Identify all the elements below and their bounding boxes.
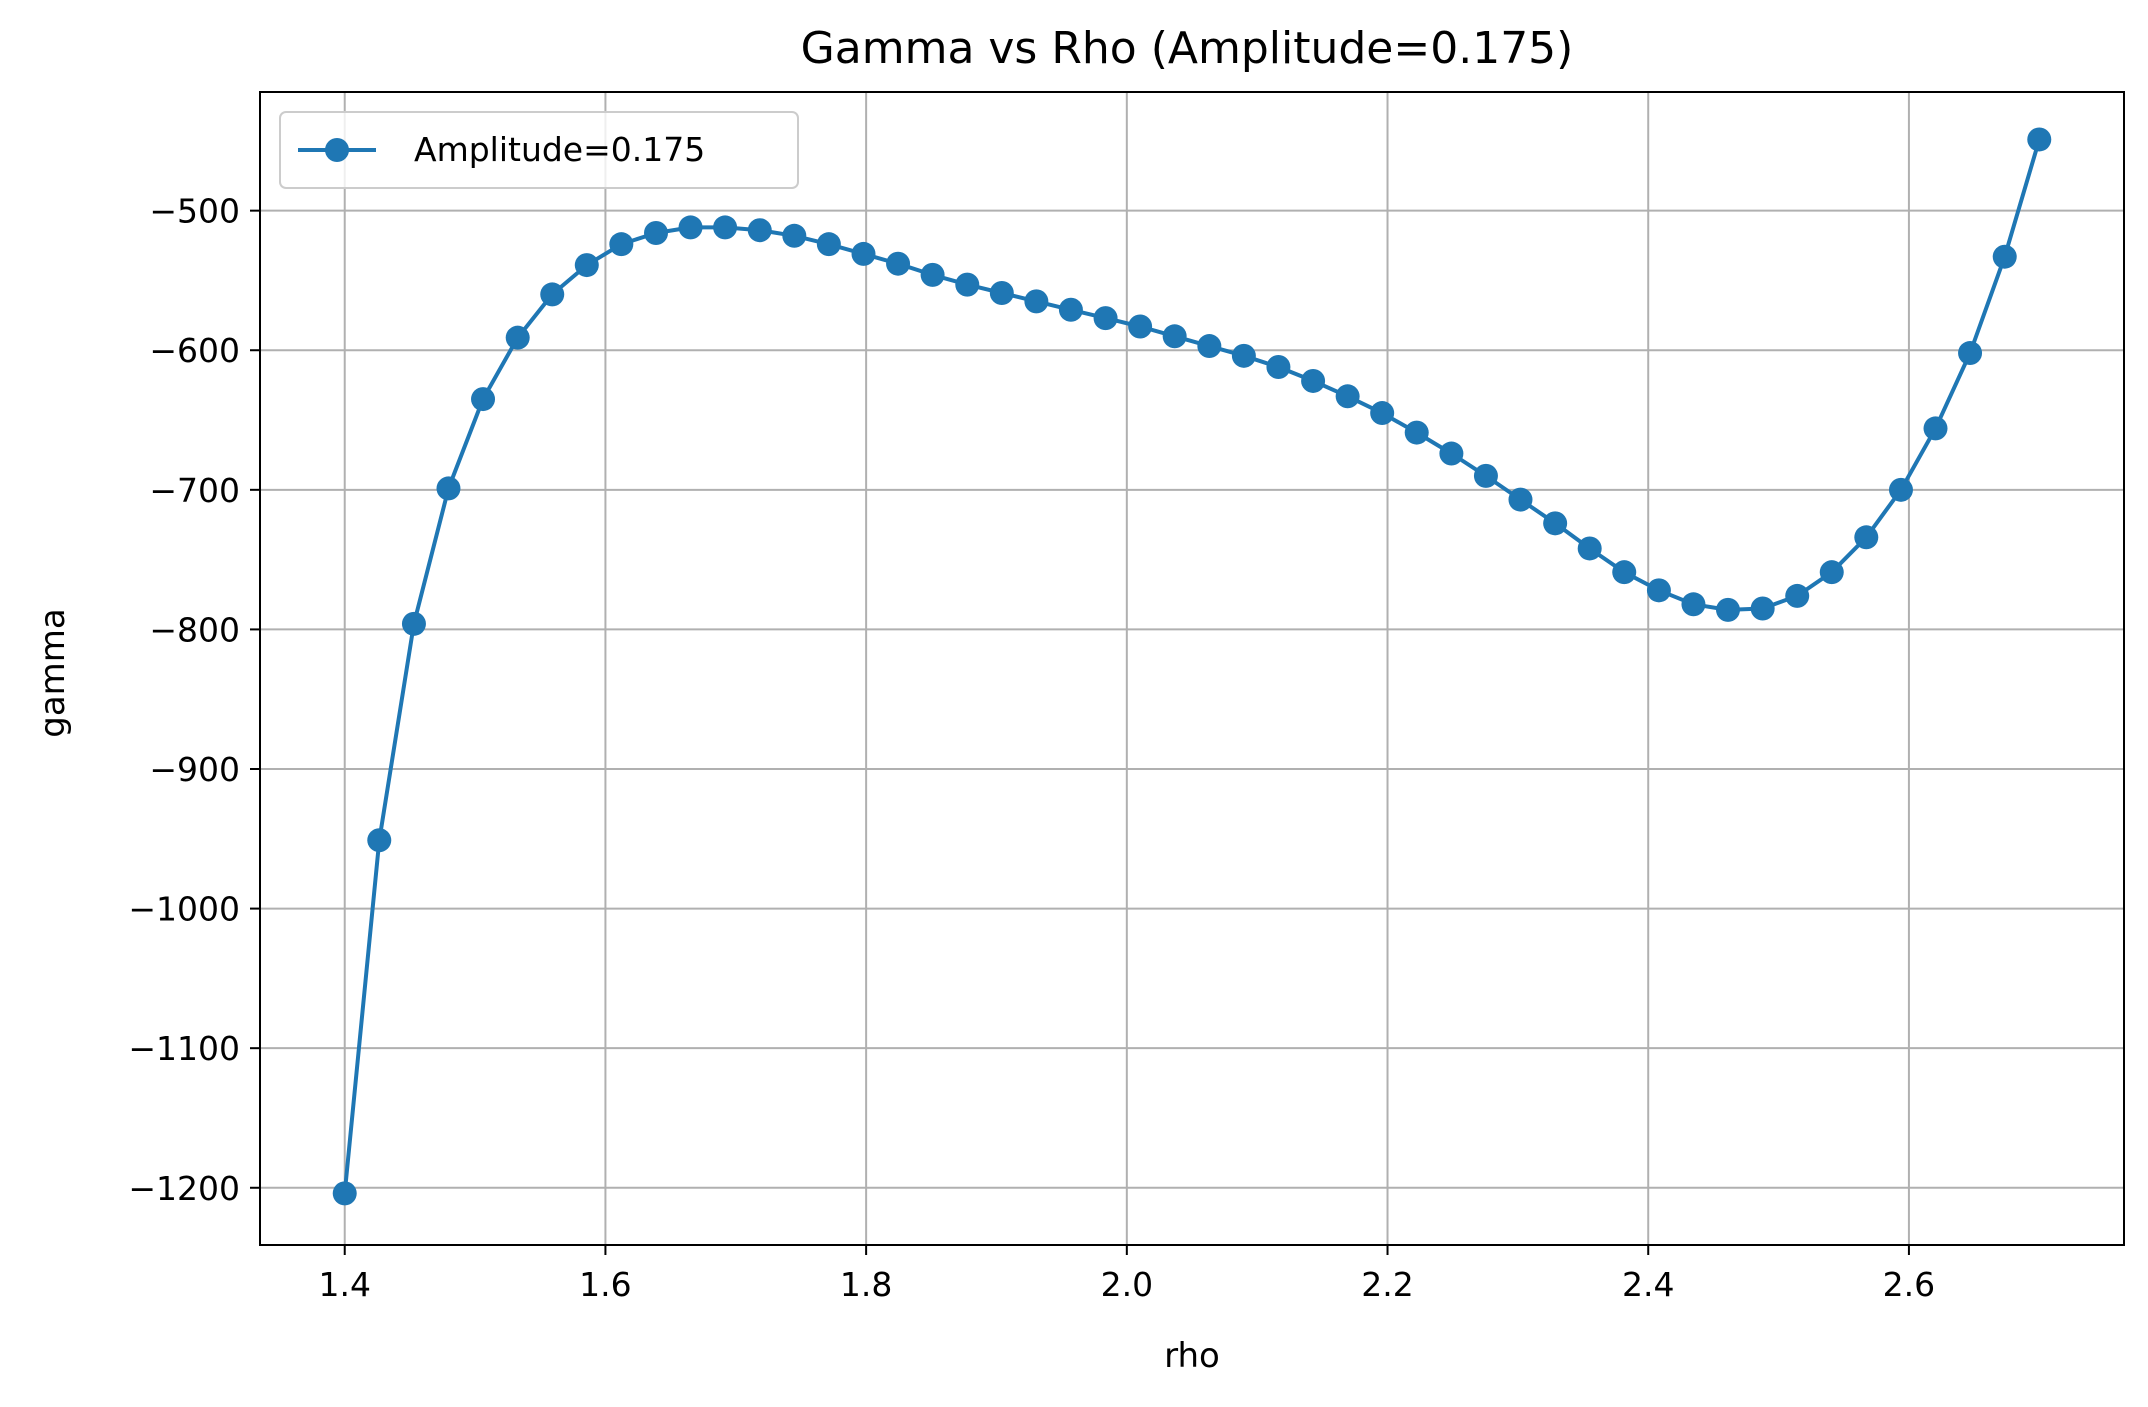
data-point [1888, 477, 1913, 502]
x-tick-label: 1.4 [318, 1265, 370, 1304]
data-point [332, 1181, 357, 1206]
x-tick-label: 2.6 [1883, 1265, 1935, 1304]
data-point [816, 232, 841, 257]
y-tick-label: −1200 [128, 1169, 240, 1208]
data-point [2027, 127, 2052, 152]
y-axis-label: gamma [33, 608, 73, 738]
y-tick-label: −900 [149, 750, 240, 789]
plot-frame [259, 91, 2125, 1246]
x-axis-label: rho [1164, 1336, 1220, 1376]
data-point [1093, 306, 1118, 331]
x-tick-label: 2.0 [1101, 1265, 1153, 1304]
legend-entry-label: Amplitude=0.175 [414, 130, 705, 169]
data-point [955, 272, 980, 297]
data-series [332, 127, 2052, 1206]
data-point [1508, 487, 1533, 512]
data-point [851, 241, 876, 266]
gridlines [260, 92, 2124, 1245]
y-tick-label: −500 [149, 192, 240, 231]
data-point [540, 282, 565, 307]
data-point [713, 215, 738, 240]
data-point [1854, 525, 1879, 550]
data-point [436, 476, 461, 501]
data-point [1058, 297, 1083, 322]
data-point [574, 253, 599, 278]
data-point [505, 325, 530, 350]
y-axis: −500 −600 −700 −800 −900 −1000 −1100 −1200 [128, 192, 260, 1208]
data-point [1473, 463, 1498, 488]
data-point [1612, 560, 1637, 585]
x-tick-label: 2.4 [1622, 1265, 1674, 1304]
y-tick-label: −1000 [128, 890, 240, 929]
y-tick-label: −800 [149, 610, 240, 649]
data-point [1197, 334, 1222, 359]
data-point [989, 281, 1014, 306]
data-point [747, 218, 772, 243]
data-point [1819, 560, 1844, 585]
data-point [401, 611, 426, 636]
data-point [471, 387, 496, 412]
data-point [1715, 597, 1740, 622]
y-tick-label: −600 [149, 331, 240, 370]
legend-box [279, 111, 799, 189]
data-point [1543, 511, 1568, 536]
x-axis: 1.4 1.6 1.8 2.0 2.2 2.4 2.6 [318, 1245, 1935, 1304]
data-point [1162, 324, 1187, 349]
y-tick-label: −700 [149, 471, 240, 510]
data-point [1231, 343, 1256, 368]
data-point [1370, 401, 1395, 426]
data-point [1266, 354, 1291, 379]
y-tick-label: −1100 [128, 1029, 240, 1068]
data-point [1992, 244, 2017, 269]
data-point [1750, 596, 1775, 621]
data-point [782, 223, 807, 248]
data-point [1335, 384, 1360, 409]
data-point [644, 220, 669, 245]
data-point [1024, 289, 1049, 314]
x-tick-label: 1.6 [579, 1265, 631, 1304]
legend: Amplitude=0.175 [279, 111, 799, 189]
data-point [367, 828, 392, 853]
data-point [1128, 314, 1153, 339]
x-tick-label: 2.2 [1361, 1265, 1413, 1304]
data-point [1958, 341, 1983, 366]
data-point [1646, 578, 1671, 603]
data-point [1439, 441, 1464, 466]
data-point [678, 215, 703, 240]
data-point [1404, 420, 1429, 445]
data-point [886, 251, 911, 276]
data-point [1785, 583, 1810, 608]
legend-marker-swatch [325, 138, 349, 162]
data-point [1577, 536, 1602, 561]
data-point [920, 262, 945, 287]
data-point [609, 232, 634, 257]
x-tick-label: 1.8 [840, 1265, 892, 1304]
data-point [1301, 368, 1326, 393]
data-point [1923, 416, 1948, 441]
data-point [1681, 592, 1706, 617]
chart-title: Gamma vs Rho (Amplitude=0.175) [801, 23, 1574, 74]
